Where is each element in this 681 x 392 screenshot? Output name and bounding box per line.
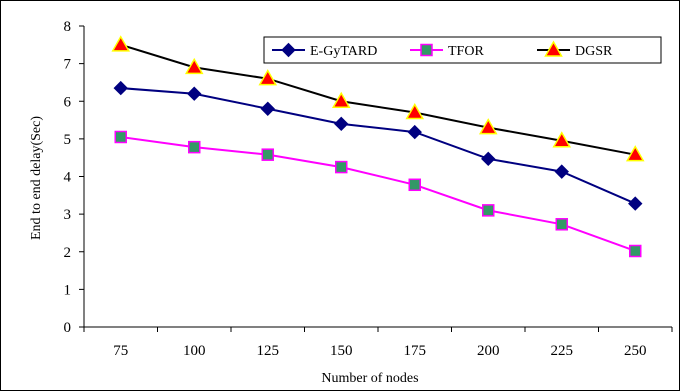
legend: E-GyTARD TFOR DGSR xyxy=(263,36,662,64)
x-tick-label: 225 xyxy=(551,343,574,359)
x-tick-label: 150 xyxy=(330,343,353,359)
x-tick-label: 200 xyxy=(477,343,500,359)
x-axis: 75 100 125 150 175 200 225 250 xyxy=(83,326,673,359)
y-tick-label: 2 xyxy=(64,245,72,261)
series-layer xyxy=(111,35,645,258)
legend-marker-e-gytard xyxy=(281,42,296,58)
legend-item-dgsr: DGSR xyxy=(537,40,613,59)
y-tick-label: 4 xyxy=(64,170,72,186)
series-tfor xyxy=(114,130,642,258)
data-point-dgsr xyxy=(552,131,572,148)
data-point-dgsr xyxy=(111,35,131,52)
legend-item-tfor: TFOR xyxy=(410,43,484,59)
data-point-tfor xyxy=(261,148,274,161)
data-point-dgsr xyxy=(478,118,498,135)
legend-box xyxy=(263,36,662,64)
legend-label-e-gytard: E-GyTARD xyxy=(310,44,377,59)
data-point-tfor xyxy=(114,130,127,144)
legend-marker-tfor xyxy=(420,43,433,57)
y-tick-label: 6 xyxy=(64,94,72,110)
legend-label-tfor: TFOR xyxy=(448,44,484,59)
data-point-e-gytard xyxy=(481,151,496,167)
data-point-e-gytard xyxy=(187,86,202,101)
data-point-dgsr xyxy=(331,91,351,108)
legend-item-e-gytard: E-GyTARD xyxy=(272,42,377,59)
legend-label-dgsr: DGSR xyxy=(575,44,613,59)
series-line-dgsr xyxy=(120,43,636,156)
series-e-gytard xyxy=(113,80,643,211)
data-point-tfor xyxy=(629,244,642,258)
x-tick-label: 125 xyxy=(257,343,280,359)
y-tick-label: 3 xyxy=(64,207,72,223)
data-point-tfor xyxy=(482,204,495,217)
data-point-dgsr xyxy=(405,103,425,120)
y-tick-label: 8 xyxy=(64,19,72,35)
x-tick-label: 250 xyxy=(624,343,647,359)
y-tick-label: 7 xyxy=(64,57,72,73)
data-point-e-gytard xyxy=(628,196,643,211)
x-tick-label: 175 xyxy=(404,343,427,359)
y-tick-label: 0 xyxy=(64,320,72,336)
data-point-dgsr xyxy=(258,69,278,86)
y-axis-title: End to end delay(Sec) xyxy=(29,116,44,240)
y-tick-label: 1 xyxy=(64,282,72,298)
x-axis-title: Number of nodes xyxy=(321,371,418,386)
data-point-e-gytard xyxy=(407,124,422,140)
x-tick-label: 100 xyxy=(183,343,206,359)
legend-marker-dgsr xyxy=(544,40,563,57)
data-point-e-gytard xyxy=(554,164,569,179)
data-point-e-gytard xyxy=(113,80,128,96)
x-tick-label: 75 xyxy=(113,343,128,359)
y-axis: 0 1 2 3 4 5 6 7 8 xyxy=(64,19,85,336)
data-point-tfor xyxy=(408,178,421,192)
data-point-e-gytard xyxy=(260,101,275,116)
series-line-e-gytard xyxy=(120,87,636,205)
data-point-dgsr xyxy=(625,145,645,162)
y-tick-label: 5 xyxy=(64,132,72,148)
series-dgsr xyxy=(111,35,645,162)
data-point-tfor xyxy=(335,160,348,174)
data-point-tfor xyxy=(188,140,201,154)
data-point-e-gytard xyxy=(334,116,349,132)
data-point-tfor xyxy=(555,218,568,231)
data-point-dgsr xyxy=(184,57,204,75)
series-line-tfor xyxy=(120,136,636,252)
